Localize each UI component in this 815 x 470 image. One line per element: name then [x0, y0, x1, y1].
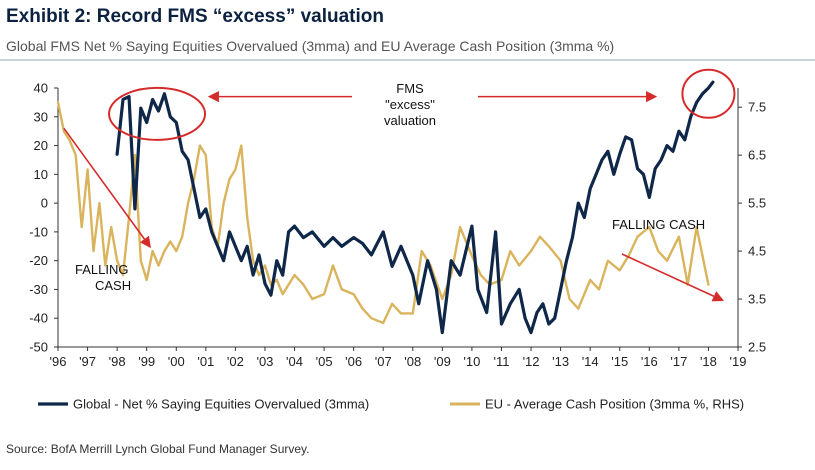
- chart-legend: Global - Net % Saying Equities Overvalue…: [38, 397, 744, 412]
- left-y-tick-label: 10: [34, 167, 48, 182]
- left-y-tick-label: -20: [29, 253, 48, 268]
- excess-valuation-label: FMS: [396, 81, 424, 96]
- x-tick-label: '03: [256, 354, 273, 369]
- left-y-tick-label: -40: [29, 311, 48, 326]
- x-tick-label: '98: [109, 354, 126, 369]
- x-tick-label: '99: [138, 354, 155, 369]
- x-tick-label: '05: [316, 354, 333, 369]
- peak-highlight-2018: [681, 68, 736, 119]
- eu-cash-position-line: [56, 101, 710, 325]
- x-tick-label: '10: [463, 354, 480, 369]
- right-y-tick-label: 3.5: [748, 292, 766, 307]
- chart-subtitle: Global FMS Net % Saying Equities Overval…: [6, 38, 615, 54]
- x-tick-label: '09: [434, 354, 451, 369]
- right-y-tick-label: 6.5: [748, 148, 766, 163]
- x-tick-label: '11: [493, 354, 509, 369]
- falling-cash-arrow-right: [621, 253, 725, 302]
- chart-axes: '96 '97 '98 '99 '00 '01 '02 '03 '04 '05 '06 '07 '08 '…: [29, 81, 766, 370]
- x-tick-label: '96: [50, 354, 67, 369]
- falling-cash-label-left: FALLING: [75, 262, 128, 277]
- x-tick-label: '17: [670, 354, 687, 369]
- falling-cash-label-right: FALLING CASH: [612, 217, 705, 232]
- x-tick-label: '14: [582, 354, 599, 369]
- x-tick-label: '06: [345, 354, 362, 369]
- left-y-tick-label: -10: [29, 224, 48, 239]
- legend-label-global: Global - Net % Saying Equities Overvalue…: [73, 397, 369, 412]
- excess-valuation-label: valuation: [384, 113, 436, 128]
- x-tick-label: '02: [227, 354, 244, 369]
- left-y-tick-label: 0: [41, 196, 48, 211]
- x-tick-label: '07: [375, 354, 392, 369]
- x-tick-label: '16: [641, 354, 658, 369]
- x-tick-label: '13: [552, 354, 569, 369]
- title-divider: [0, 59, 815, 61]
- chart-series: [56, 80, 715, 335]
- x-tick-label: '01: [197, 354, 214, 369]
- source-note: Source: BofA Merrill Lynch Global Fund M…: [6, 442, 310, 456]
- left-y-tick-label: 40: [34, 81, 48, 96]
- x-tick-label: '18: [700, 354, 717, 369]
- excess-valuation-label: "excess": [385, 97, 435, 112]
- global-overvalued-line: [115, 80, 715, 335]
- left-y-tick-label: -50: [29, 340, 48, 355]
- x-tick-label: '00: [168, 354, 185, 369]
- x-tick-label: '97: [79, 354, 96, 369]
- left-y-tick-label: 20: [34, 138, 48, 153]
- right-y-tick-label: 5.5: [748, 196, 766, 211]
- x-tick-label: '19: [730, 354, 747, 369]
- falling-cash-label-left: CASH: [95, 278, 131, 293]
- x-tick-label: '15: [611, 354, 628, 369]
- page-title: Exhibit 2: Record FMS “excess” valuation: [6, 6, 384, 27]
- x-tick-label: '12: [523, 354, 540, 369]
- right-y-tick-label: 4.5: [748, 244, 766, 259]
- falling-cash-arrow-left: [63, 127, 151, 249]
- peak-highlight-1999: [108, 86, 207, 141]
- left-y-tick-label: -30: [29, 282, 48, 297]
- right-y-tick-label: 2.5: [748, 340, 766, 355]
- left-y-tick-label: 30: [34, 109, 48, 124]
- legend-label-eu: EU - Average Cash Position (3mma %, RHS): [485, 397, 744, 412]
- x-tick-label: '04: [286, 354, 303, 369]
- right-y-tick-label: 7.5: [748, 100, 766, 115]
- x-tick-label: '08: [404, 354, 421, 369]
